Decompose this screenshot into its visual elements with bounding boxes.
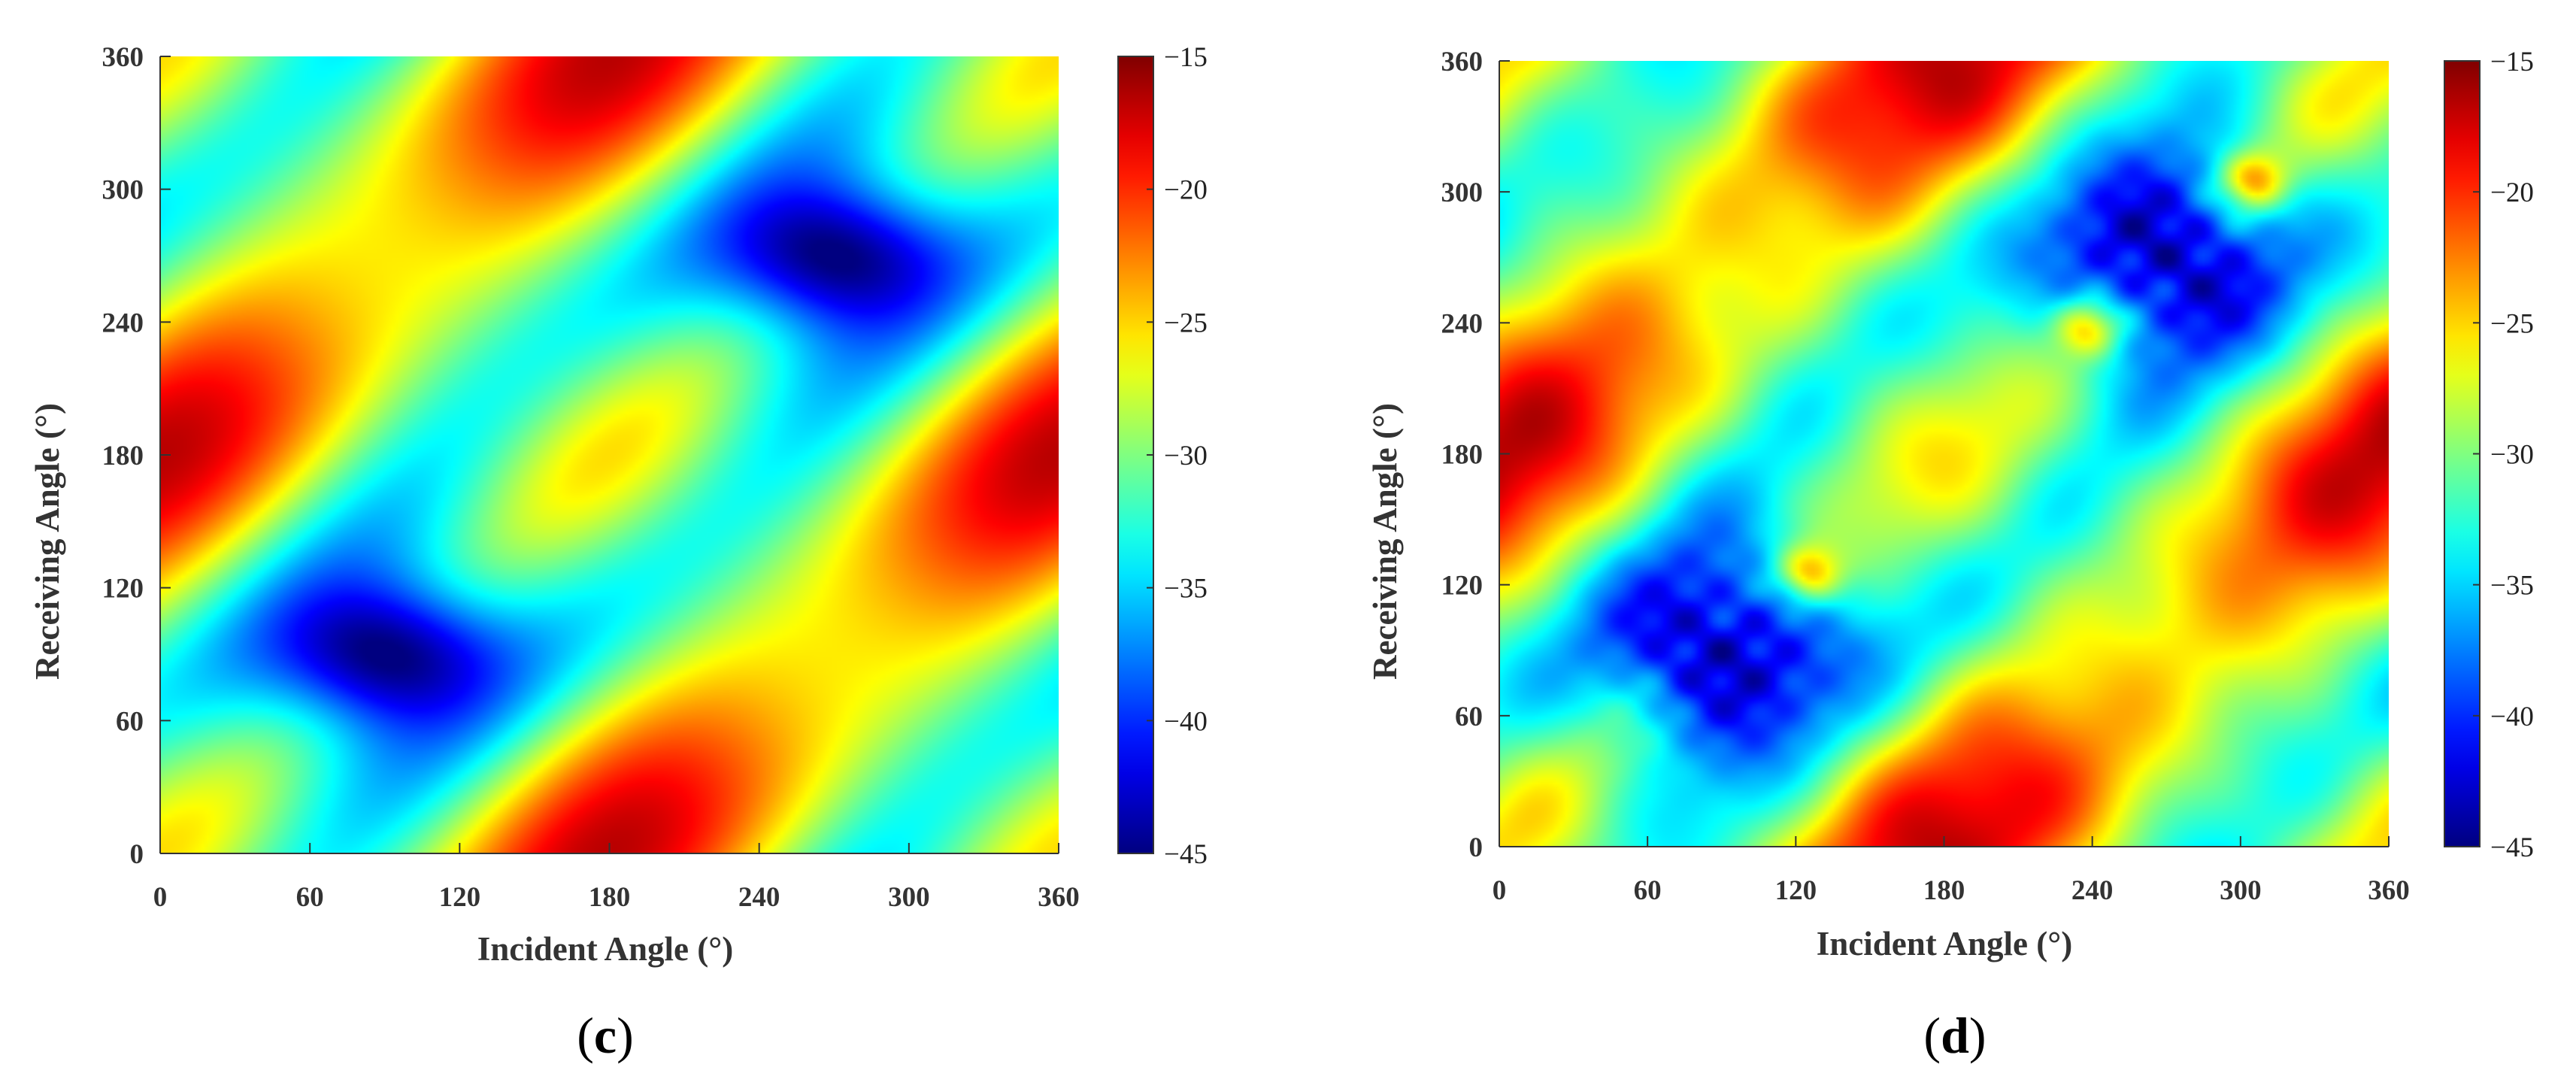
y-tick-label: 360 xyxy=(102,42,144,73)
y-tick-label: 60 xyxy=(1455,702,1483,732)
axes: 0 60 120 180 240 300 360 0 60 120 180 240 300 360 xyxy=(102,42,1080,913)
colorbar-tick-label: −15 xyxy=(2490,47,2534,77)
y-tick-label: 0 xyxy=(1469,832,1483,863)
x-tick-label: 180 xyxy=(1923,875,1965,906)
y-tick-label: 240 xyxy=(102,308,144,338)
x-tick-label: 0 xyxy=(1493,875,1507,906)
heatmap-plot-area xyxy=(160,56,1059,853)
y-tick-label: 120 xyxy=(102,574,144,605)
y-tick-label: 180 xyxy=(1441,440,1483,471)
colorbar: −45 −40 −35 −30 −25 −20 −15 xyxy=(2444,47,2534,863)
colorbar-tick-label: −40 xyxy=(1164,706,1208,737)
x-tick-label: 360 xyxy=(2368,875,2410,906)
colorbar-tick-label: −30 xyxy=(1164,441,1208,471)
axes: 0 60 120 180 240 300 360 0 60 120 180 240 300 360 xyxy=(1441,47,2410,906)
colorbar-tick-label: −35 xyxy=(2490,571,2534,602)
y-tick-label: 300 xyxy=(102,175,144,206)
colorbar-tick-label: −35 xyxy=(1164,574,1208,605)
x-tick-label: 180 xyxy=(589,882,631,913)
colorbar-tick-label: −30 xyxy=(2490,440,2534,471)
colorbar-tick-label: −45 xyxy=(2490,832,2534,863)
colorbar-tick-label: −20 xyxy=(1164,175,1208,206)
y-tick-label: 240 xyxy=(1441,308,1483,339)
panel-letter: c xyxy=(594,1007,617,1064)
heatmap-image xyxy=(1499,61,2389,847)
y-tick-label: 300 xyxy=(1441,177,1483,208)
x-tick-label: 300 xyxy=(2220,875,2262,906)
x-tick-label: 0 xyxy=(153,882,168,913)
y-tick-label: 0 xyxy=(130,839,144,870)
x-tick-label: 360 xyxy=(1038,882,1080,913)
y-tick-label: 180 xyxy=(102,441,144,471)
colorbar-tick-label: −25 xyxy=(2490,308,2534,339)
colorbar-tick-label: −45 xyxy=(1164,839,1208,870)
colorbar-tick-label: −20 xyxy=(2490,177,2534,208)
x-axis-title: Incident Angle (°) xyxy=(1817,925,2073,962)
x-tick-label: 60 xyxy=(296,882,324,913)
x-tick-label: 240 xyxy=(2071,875,2114,906)
y-tick-label: 120 xyxy=(1441,571,1483,602)
x-tick-label: 240 xyxy=(738,882,780,913)
y-tick-label: 60 xyxy=(116,706,144,737)
panel-d: 0 60 120 180 240 300 360 0 60 120 180 240 300 360 Inc… xyxy=(1366,47,2534,1064)
colorbar-tick-label: −15 xyxy=(1164,42,1208,73)
colorbar: −45 −40 −35 −30 −25 −20 −15 xyxy=(1117,42,1208,870)
y-tick-label: 360 xyxy=(1441,47,1483,77)
x-axis-title: Incident Angle (°) xyxy=(477,930,734,968)
x-tick-label: 300 xyxy=(888,882,930,913)
colorbar-tick-label: −25 xyxy=(1164,308,1208,338)
x-tick-label: 120 xyxy=(1775,875,1817,906)
panel-c: 0 60 120 180 240 300 360 0 60 120 180 240 300 360 Inc… xyxy=(29,42,1208,1064)
x-tick-label: 120 xyxy=(439,882,481,913)
x-tick-label: 60 xyxy=(1634,875,1662,906)
panel-letter: d xyxy=(1941,1007,1969,1064)
panel-label: (c) xyxy=(577,1007,634,1064)
y-axis-title: Receiving Angle (°) xyxy=(29,403,66,680)
colorbar-tick-label: −40 xyxy=(2490,702,2534,732)
panel-label: (d) xyxy=(1923,1007,1986,1064)
heatmap-plot-area xyxy=(1499,61,2389,847)
heatmap-image xyxy=(160,56,1059,853)
y-axis-title: Receiving Angle (°) xyxy=(1366,403,1404,680)
